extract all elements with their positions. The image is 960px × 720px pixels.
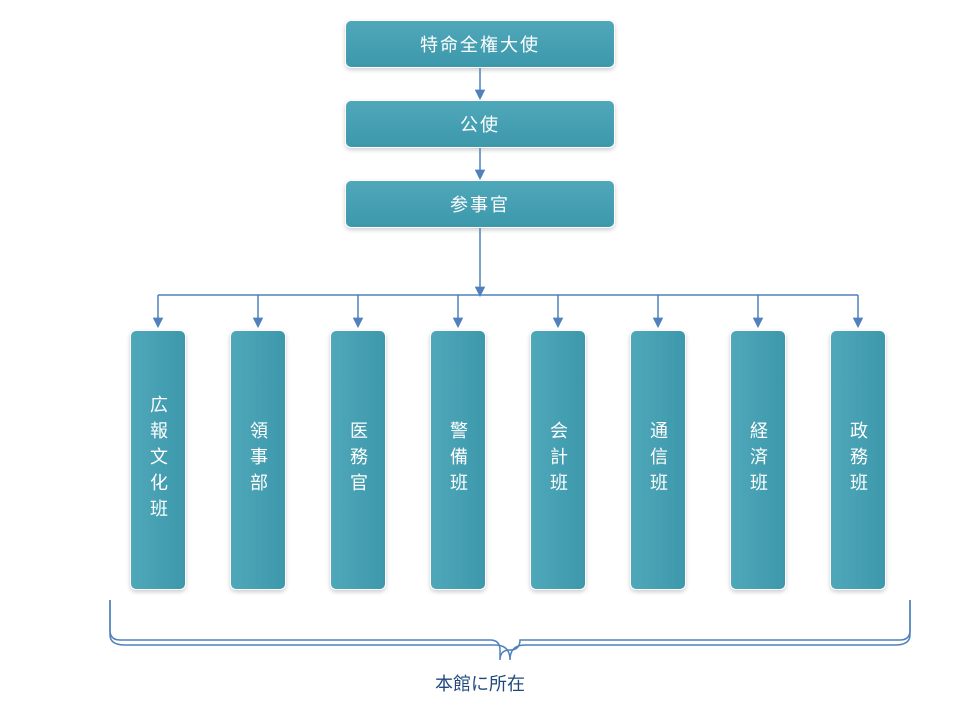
- hierarchy-box-0: 特命全権大使: [345, 20, 615, 68]
- dept-box-5: 通信班: [630, 330, 686, 590]
- dept-label: 警備班: [445, 421, 471, 499]
- dept-box-4: 会計班: [530, 330, 586, 590]
- dept-box-7: 政務班: [830, 330, 886, 590]
- dept-box-0: 広報文化班: [130, 330, 186, 590]
- dept-box-3: 警備班: [430, 330, 486, 590]
- dept-label: 経済班: [745, 421, 771, 499]
- hierarchy-label: 公使: [460, 111, 500, 137]
- footer-text: 本館に所在: [435, 674, 525, 694]
- dept-label: 会計班: [545, 421, 571, 499]
- dept-label: 通信班: [645, 421, 671, 499]
- hierarchy-label: 特命全権大使: [420, 31, 540, 57]
- dept-box-6: 経済班: [730, 330, 786, 590]
- dept-label: 政務班: [845, 421, 871, 499]
- hierarchy-label: 参事官: [450, 191, 510, 217]
- hierarchy-box-2: 参事官: [345, 180, 615, 228]
- dept-label: 領事部: [245, 421, 271, 499]
- dept-box-1: 領事部: [230, 330, 286, 590]
- hierarchy-box-1: 公使: [345, 100, 615, 148]
- dept-label: 広報文化班: [145, 395, 171, 525]
- dept-label: 医務官: [345, 421, 371, 499]
- dept-box-2: 医務官: [330, 330, 386, 590]
- footer-label: 本館に所在: [0, 670, 960, 696]
